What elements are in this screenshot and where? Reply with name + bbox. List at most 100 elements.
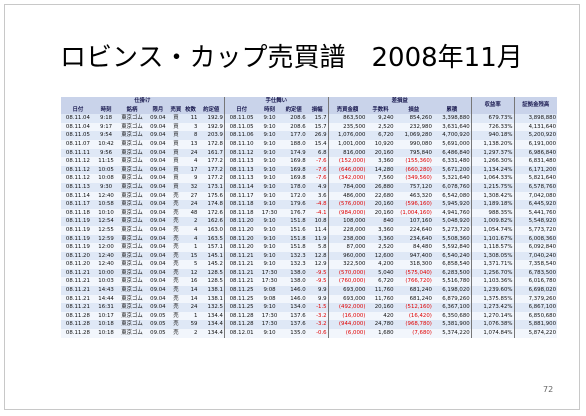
table-cell: 693,000 [327, 286, 367, 295]
table-cell: 146.0 [280, 286, 307, 295]
table-cell: -7.6 [306, 174, 329, 183]
table-cell: 08.11.13 [223, 165, 259, 175]
table-row: 08.11.20 12:40 東京ゴム 09.04 売 5 145.2 08.11.21 9:1… [61, 260, 557, 269]
table-cell: 6,698,020 [513, 286, 557, 295]
table-cell: 9:10 [258, 191, 281, 201]
slide: ロビンス・カップ売買譜 2008年11月 仕掛け 手仕舞い 差損益 収益率 証拠金残高日… [4, 4, 580, 410]
group-header: 収益率 [470, 97, 515, 115]
table-cell: 9:10 [258, 329, 281, 338]
table-cell: 12:55 [94, 225, 118, 235]
table-cell: 188.0 [280, 139, 307, 149]
table-cell: 7,379,260 [513, 294, 557, 304]
table-cell: 178.0 [280, 182, 307, 192]
table-cell: 5,548,920 [513, 217, 557, 226]
table-cell: 228,000 [327, 225, 367, 235]
table-cell: 売 [169, 286, 183, 295]
table-row: 08.11.04 9:17 東京ゴム 09.04 買 3 192.9 08.11.05 9:10… [61, 122, 557, 132]
table-cell: 08.11.20 [223, 234, 259, 244]
table-cell: 08.11.21 [61, 286, 95, 295]
table-cell: (570,000) [327, 268, 367, 278]
group-header: 証拠金残高 [513, 97, 557, 115]
table-cell: 854,260 [394, 114, 433, 123]
table-cell: 6,867,100 [513, 303, 557, 312]
table-cell: 1,266.30% [470, 157, 515, 166]
table-cell: 7,040,240 [513, 251, 557, 261]
table-cell: 172.6 [198, 208, 225, 218]
table-cell: 5 [182, 260, 199, 269]
table-cell: 172.8 [198, 139, 225, 149]
table-cell: 7,042,080 [513, 191, 557, 201]
table-cell: 784,000 [327, 182, 367, 192]
table-cell: 6,350,680 [432, 311, 472, 321]
table-cell: 08.11.11 [61, 148, 95, 158]
table-cell: 3,898,880 [513, 114, 557, 123]
table-cell: (984,000) [327, 208, 367, 218]
table-cell: 10:17 [94, 311, 118, 321]
table-cell: 681,240 [394, 294, 433, 304]
table-cell: 7,358,540 [513, 260, 557, 269]
table-cell: 20,160 [366, 303, 395, 312]
table-cell: 3,631,640 [432, 122, 472, 132]
table-cell: 4,941,760 [432, 208, 472, 218]
table-cell: 1,101.67% [470, 234, 515, 244]
table-cell: 162.6 [198, 217, 225, 226]
table-cell: 5,671,200 [432, 165, 472, 175]
table-cell: 売 [169, 251, 183, 261]
column-header: 時刻 [258, 105, 281, 115]
table-cell: 3,360 [366, 234, 395, 244]
table-cell: 09.04 [146, 303, 170, 312]
table-cell: 東京ゴム [117, 200, 147, 209]
table-cell: -3.2 [306, 320, 329, 330]
table-cell: 134.0 [280, 303, 307, 312]
column-header: 約定値 [198, 105, 225, 115]
table-cell: 東京ゴム [117, 148, 147, 158]
table-cell: 売 [169, 294, 183, 304]
table-cell: 990,080 [394, 139, 433, 149]
table-cell: 9:10 [258, 251, 281, 261]
table-cell: 192.9 [198, 114, 225, 123]
table-cell: 177.2 [198, 157, 225, 166]
table-cell: 08.11.12 [61, 165, 95, 175]
table-cell: 20,160 [366, 200, 395, 209]
table-cell: 6,986,840 [513, 148, 557, 158]
table-cell: 2,520 [366, 243, 395, 252]
table-cell: 09.04 [146, 208, 170, 218]
table-cell: 9.9 [306, 286, 329, 295]
table-cell: 726.33% [470, 122, 515, 132]
table-cell: 138.1 [198, 294, 225, 304]
column-header: 銘柄 [117, 105, 147, 115]
table-cell: 4 [182, 225, 199, 235]
table-cell: 6,879,260 [432, 294, 472, 304]
table-cell: 08.11.12 [223, 148, 259, 158]
table-cell: 08.11.21 [61, 268, 95, 278]
table-cell: 08.12.01 [223, 329, 259, 338]
table-cell: 1,138.20% [470, 139, 515, 149]
table-cell: 15.7 [306, 122, 329, 132]
group-header: 手仕舞い [223, 97, 329, 106]
table-cell: 20,160 [366, 148, 395, 158]
table-cell: 9:18 [94, 114, 118, 123]
table-cell: (944,000) [327, 320, 367, 330]
table-cell: 24 [182, 200, 199, 209]
table-cell: 9.9 [306, 294, 329, 304]
table-cell: 1,189.18% [470, 200, 515, 209]
table-cell: (6,000) [327, 329, 367, 338]
table-cell: 東京ゴム [117, 303, 147, 312]
table-cell: 1,256.70% [470, 268, 515, 278]
table-cell: 1,371.71% [470, 260, 515, 269]
table-cell: 4,200 [366, 260, 395, 269]
table-cell: 137.6 [280, 320, 307, 330]
table-cell: 17:30 [258, 320, 281, 330]
table-cell: 14:44 [94, 294, 118, 304]
column-header: 手数料 [366, 105, 395, 115]
table-cell: 東京ゴム [117, 139, 147, 149]
table-cell: 売 [169, 320, 183, 330]
table-cell: 12:59 [94, 234, 118, 244]
table-cell: 09.04 [146, 139, 170, 149]
group-header: 差損益 [327, 97, 472, 106]
table-cell: 東京ゴム [117, 131, 147, 140]
table-cell: 9:10 [258, 131, 281, 140]
table-cell: 9:17 [94, 122, 118, 132]
table-cell: 145.1 [198, 251, 225, 261]
table-cell: 08.11.18 [223, 208, 259, 218]
